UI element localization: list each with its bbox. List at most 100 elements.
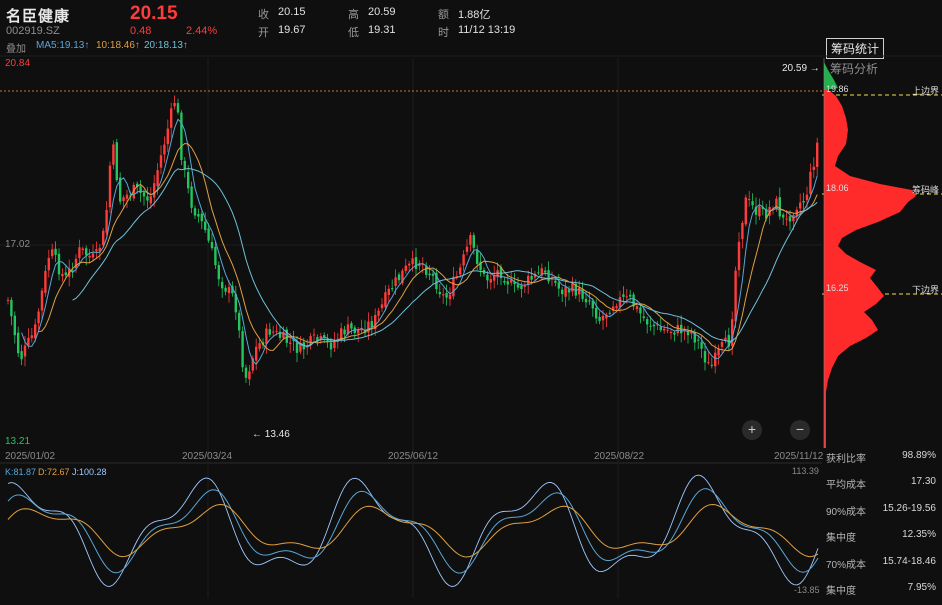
candle-body [656, 324, 659, 326]
candle-body [564, 286, 567, 297]
candle-body [272, 331, 275, 333]
candle-body [741, 222, 744, 240]
candle-body [170, 108, 173, 128]
candle-body [598, 316, 601, 321]
candle-body [350, 323, 353, 329]
candle-body [533, 273, 537, 278]
candle-body [547, 269, 550, 282]
candle-body [71, 270, 74, 272]
candle-body [748, 198, 751, 200]
candle-body [758, 206, 761, 217]
candle-body [802, 200, 805, 203]
candle-body [214, 246, 217, 266]
candle-body [622, 294, 625, 297]
candle-body [540, 268, 543, 276]
candle-body [299, 343, 302, 352]
price-change-percent: 2.44% [186, 25, 218, 37]
candle-body [285, 329, 288, 343]
kdj-axis-max: 113.39 [792, 466, 819, 476]
candle-body [268, 329, 271, 335]
candle-body [20, 351, 23, 360]
zoom-in-button[interactable]: + [742, 420, 762, 440]
kdj-line [7, 488, 819, 574]
overlay-button[interactable]: 叠加 [6, 44, 26, 55]
candle-body [323, 335, 326, 338]
candle-body [380, 304, 384, 309]
candle-body [180, 112, 183, 160]
time-label: 时 [438, 27, 449, 39]
candle-body [445, 293, 448, 298]
kdj-axis-min: -13.85 [794, 585, 820, 595]
candle-body [289, 342, 292, 344]
candle-body [10, 299, 13, 317]
candle-body [479, 261, 482, 271]
candle-body [333, 340, 336, 348]
candle-body [204, 221, 207, 231]
candle-body [329, 342, 333, 350]
candle-body [136, 183, 139, 188]
candle-body [224, 287, 227, 292]
stat-label: 70%成本 [826, 560, 867, 571]
candle-body [809, 171, 812, 194]
stat-label: 平均成本 [826, 480, 866, 491]
candle-body [401, 270, 404, 284]
candle-body [357, 329, 360, 334]
candle-body [319, 336, 322, 340]
candle-body [221, 281, 224, 289]
candle-body [438, 292, 441, 295]
time-value: 11/12 13:19 [458, 24, 516, 36]
candle-body [255, 346, 258, 361]
lower-boundary-value: 16.25 [826, 283, 849, 293]
kdj-j-value: J:100.28 [72, 467, 107, 477]
candle-body [387, 288, 390, 295]
high-value: 20.59 [368, 6, 396, 18]
candle-body [581, 289, 584, 299]
kdj-line [7, 474, 819, 587]
candle-body [397, 274, 401, 281]
high-label: 高 [348, 9, 359, 21]
stat-value: 12.35% [902, 529, 936, 540]
candle-body [686, 330, 690, 336]
low-marker: ← 13.46 [252, 429, 290, 440]
candle-body [282, 331, 285, 338]
candle-body [510, 279, 513, 283]
candle-body [340, 328, 343, 339]
candle-body [119, 177, 122, 202]
candle-body [683, 329, 686, 331]
ma5-value: MA5:19.13↑ [36, 40, 90, 51]
candle-body [421, 263, 424, 265]
candle-body [520, 285, 523, 289]
candle-body [812, 166, 815, 170]
candle-body [343, 329, 346, 335]
candle-body [34, 324, 37, 339]
tab-chip-analysis[interactable]: 筹码分析 [830, 62, 879, 76]
candle-body [370, 321, 373, 328]
stock-name: 名臣健康 [6, 8, 71, 25]
candle-body [707, 362, 710, 364]
candle-body [51, 249, 54, 257]
price-axis-mid: 17.02 [5, 239, 31, 250]
price-axis-bottom: 13.21 [5, 436, 31, 447]
stat-value: 98.89% [902, 450, 936, 461]
stat-value: 17.30 [910, 476, 936, 487]
candle-body [210, 242, 214, 249]
candle-body [714, 352, 717, 367]
candle-body [292, 339, 295, 342]
high-marker: 20.59 → [782, 63, 820, 74]
date-label: 2025/06/12 [388, 451, 439, 462]
zoom-out-button[interactable]: − [790, 420, 810, 440]
candle-body [176, 103, 180, 113]
candle-body [23, 345, 27, 357]
candle-body [506, 281, 509, 285]
candle-body [448, 294, 452, 300]
candle-body [632, 294, 635, 307]
candle-body [278, 331, 282, 338]
candle-body [431, 273, 435, 276]
candle-body [697, 339, 700, 341]
candle-body [54, 248, 57, 255]
upper-boundary-label: 上边界 [912, 86, 940, 96]
candle-body [91, 253, 95, 258]
candle-body [601, 315, 605, 321]
low-value: 19.31 [368, 24, 396, 36]
